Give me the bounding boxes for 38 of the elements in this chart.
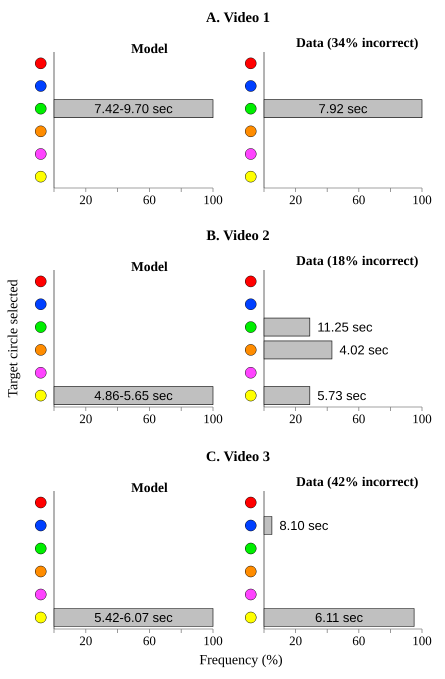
x-tick-label: 100	[413, 414, 432, 424]
x-axis-title: Frequency (%)	[200, 654, 282, 668]
chart-subtitle: Model	[131, 482, 168, 492]
x-tick-label: 100	[204, 414, 222, 424]
annotation: 7.42-9.70 sec	[94, 104, 172, 114]
x-tick-label: 20	[290, 196, 302, 204]
chart-title: Data (18% incorrect)	[296, 256, 418, 268]
chart-title: Data (42% incorrect)	[296, 476, 418, 489]
annotation: 11.25 sec	[318, 322, 372, 332]
x-tick-label: 60	[143, 636, 156, 646]
chart-title: C. Video 3	[206, 451, 270, 462]
chart-title: B. Video 2	[206, 230, 269, 240]
annotation: 5.73 sec	[318, 390, 366, 400]
x-tick-label: 100	[204, 636, 222, 646]
x-tick-label: 20	[80, 414, 92, 424]
x-tick-label: 60	[143, 196, 156, 204]
x-tick-label: 20	[80, 636, 92, 646]
chart-subtitle: Model	[131, 262, 168, 272]
x-tick-label: 60	[352, 636, 365, 646]
y-axis-title: Target circle selected	[8, 280, 20, 398]
annotation: 5.42-6.07 sec	[94, 612, 172, 622]
annotation: 4.86-5.65 sec	[94, 390, 172, 400]
chart-title: A. Video 1	[206, 12, 270, 22]
x-tick-label: 100	[413, 636, 432, 646]
annotation: 4.02 sec	[340, 345, 388, 354]
x-tick-label: 100	[204, 196, 222, 204]
x-tick-label: 20	[290, 636, 302, 646]
x-tick-label: 20	[80, 196, 92, 204]
x-tick-label: 60	[143, 414, 156, 424]
x-tick-label: 100	[413, 196, 432, 204]
x-tick-label: 60	[352, 414, 365, 424]
annotation: 8.10 sec	[280, 520, 328, 530]
annotation: 6.11 sec	[316, 612, 363, 622]
x-tick-label: 60	[352, 196, 365, 204]
chart-title: Data (34% incorrect)	[296, 38, 418, 50]
chart-subtitle: Model	[131, 44, 168, 54]
annotation: 7.92 sec	[319, 104, 368, 114]
x-tick-label: 20	[290, 414, 302, 424]
